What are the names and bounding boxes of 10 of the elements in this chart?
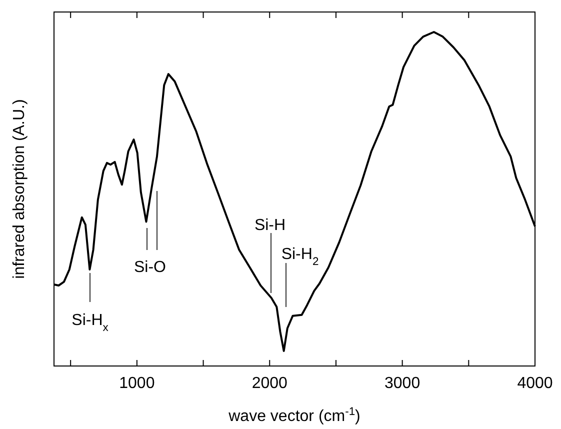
annotation: Si-H$_{2}$: [281, 246, 319, 268]
x-axis-title: wave vector (cm$^{-1}$): [228, 406, 360, 425]
x-tick-label: 3000: [384, 375, 420, 392]
annotation: Si-O: [134, 259, 166, 276]
x-tick-label: 1000: [119, 375, 155, 392]
annotation: Si-H$_{x}$: [72, 312, 109, 334]
x-tick-label: 4000: [517, 375, 553, 392]
y-axis-title: infrared absorption (A.U.): [11, 99, 28, 279]
x-tick-label: 2000: [252, 375, 288, 392]
annotation: Si-H: [254, 217, 286, 234]
